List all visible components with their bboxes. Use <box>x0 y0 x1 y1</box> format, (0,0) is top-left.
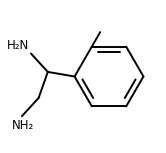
Text: NH₂: NH₂ <box>12 119 35 132</box>
Text: H₂N: H₂N <box>6 39 29 52</box>
